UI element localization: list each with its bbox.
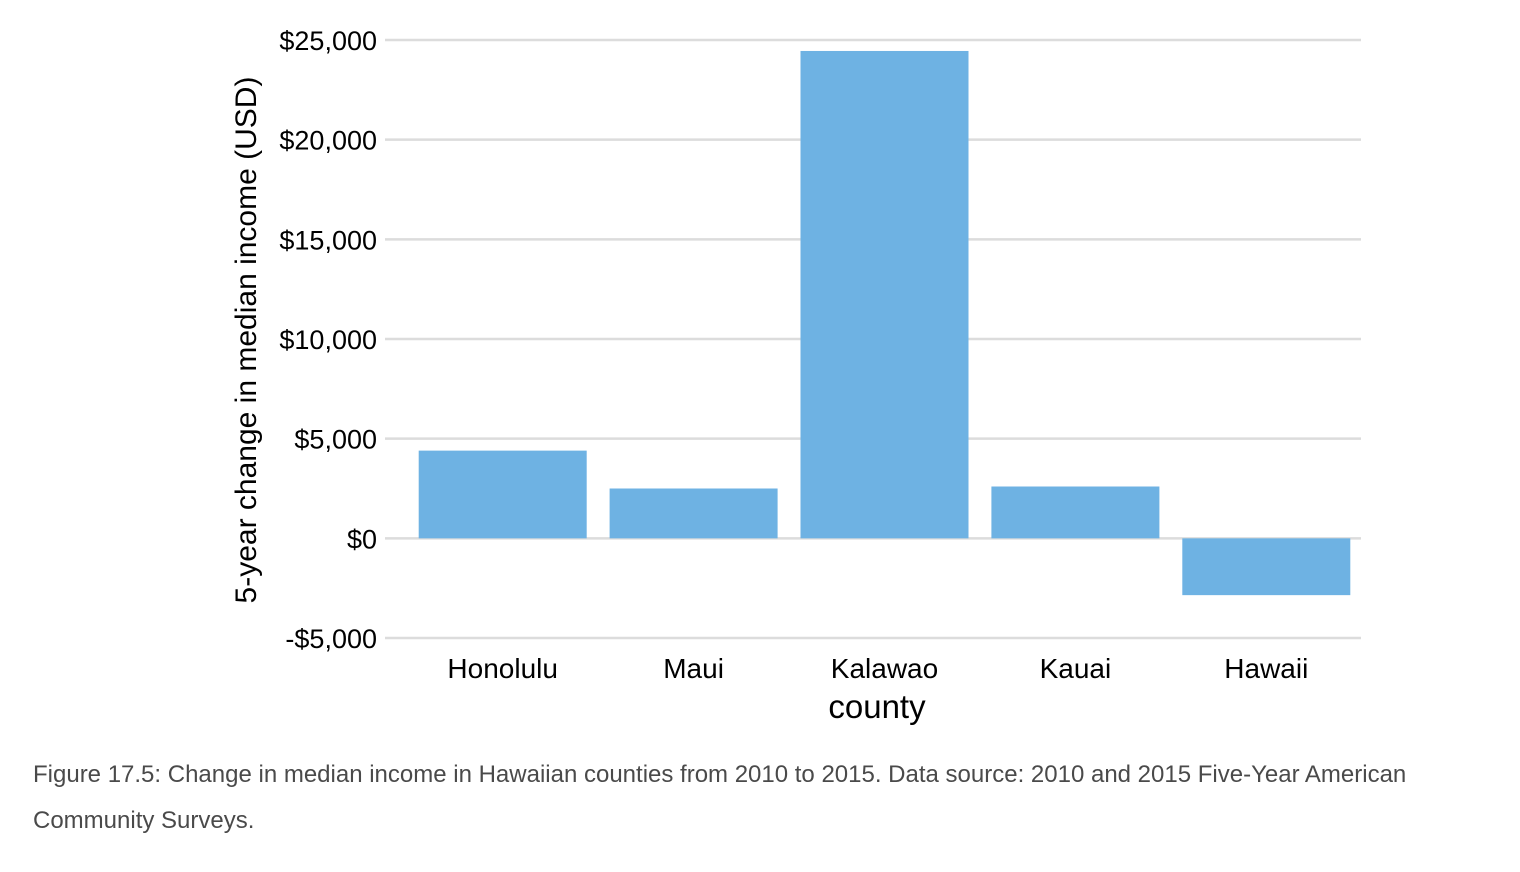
- bar-hawaii: [1182, 538, 1351, 596]
- y-tick-label: -$5,000: [285, 624, 377, 654]
- bars: [418, 50, 1351, 596]
- y-tick-label: $20,000: [279, 126, 377, 156]
- x-tick-label: Kalawao: [831, 653, 938, 684]
- y-axis-title: 5-year change in median income (USD): [230, 77, 263, 604]
- x-tick-label: Honolulu: [447, 653, 558, 684]
- bar-chart: -$5,000 $0 $5,000 $10,000 $15,000 $20,000 $25,…: [230, 26, 1361, 725]
- x-axis-title: county: [828, 688, 926, 725]
- y-tick-label: $15,000: [279, 225, 377, 255]
- y-tick-label: $25,000: [279, 26, 377, 56]
- bar-honolulu: [418, 450, 587, 539]
- x-axis-tick-labels: Honolulu Maui Kalawao Kauai Hawaii: [447, 653, 1308, 684]
- y-tick-label: $10,000: [279, 325, 377, 355]
- bar-maui: [609, 488, 778, 539]
- y-tick-label: $5,000: [294, 425, 377, 455]
- x-tick-label: Hawaii: [1224, 653, 1308, 684]
- y-tick-label: $0: [347, 524, 377, 554]
- figure-caption: Figure 17.5: Change in median income in …: [33, 761, 1407, 834]
- y-axis-tick-labels: -$5,000 $0 $5,000 $10,000 $15,000 $20,000 $25,…: [279, 26, 377, 654]
- bar-kalawao: [800, 50, 969, 539]
- x-tick-label: Maui: [663, 653, 724, 684]
- bar-kauai: [991, 486, 1160, 539]
- x-tick-label: Kauai: [1040, 653, 1112, 684]
